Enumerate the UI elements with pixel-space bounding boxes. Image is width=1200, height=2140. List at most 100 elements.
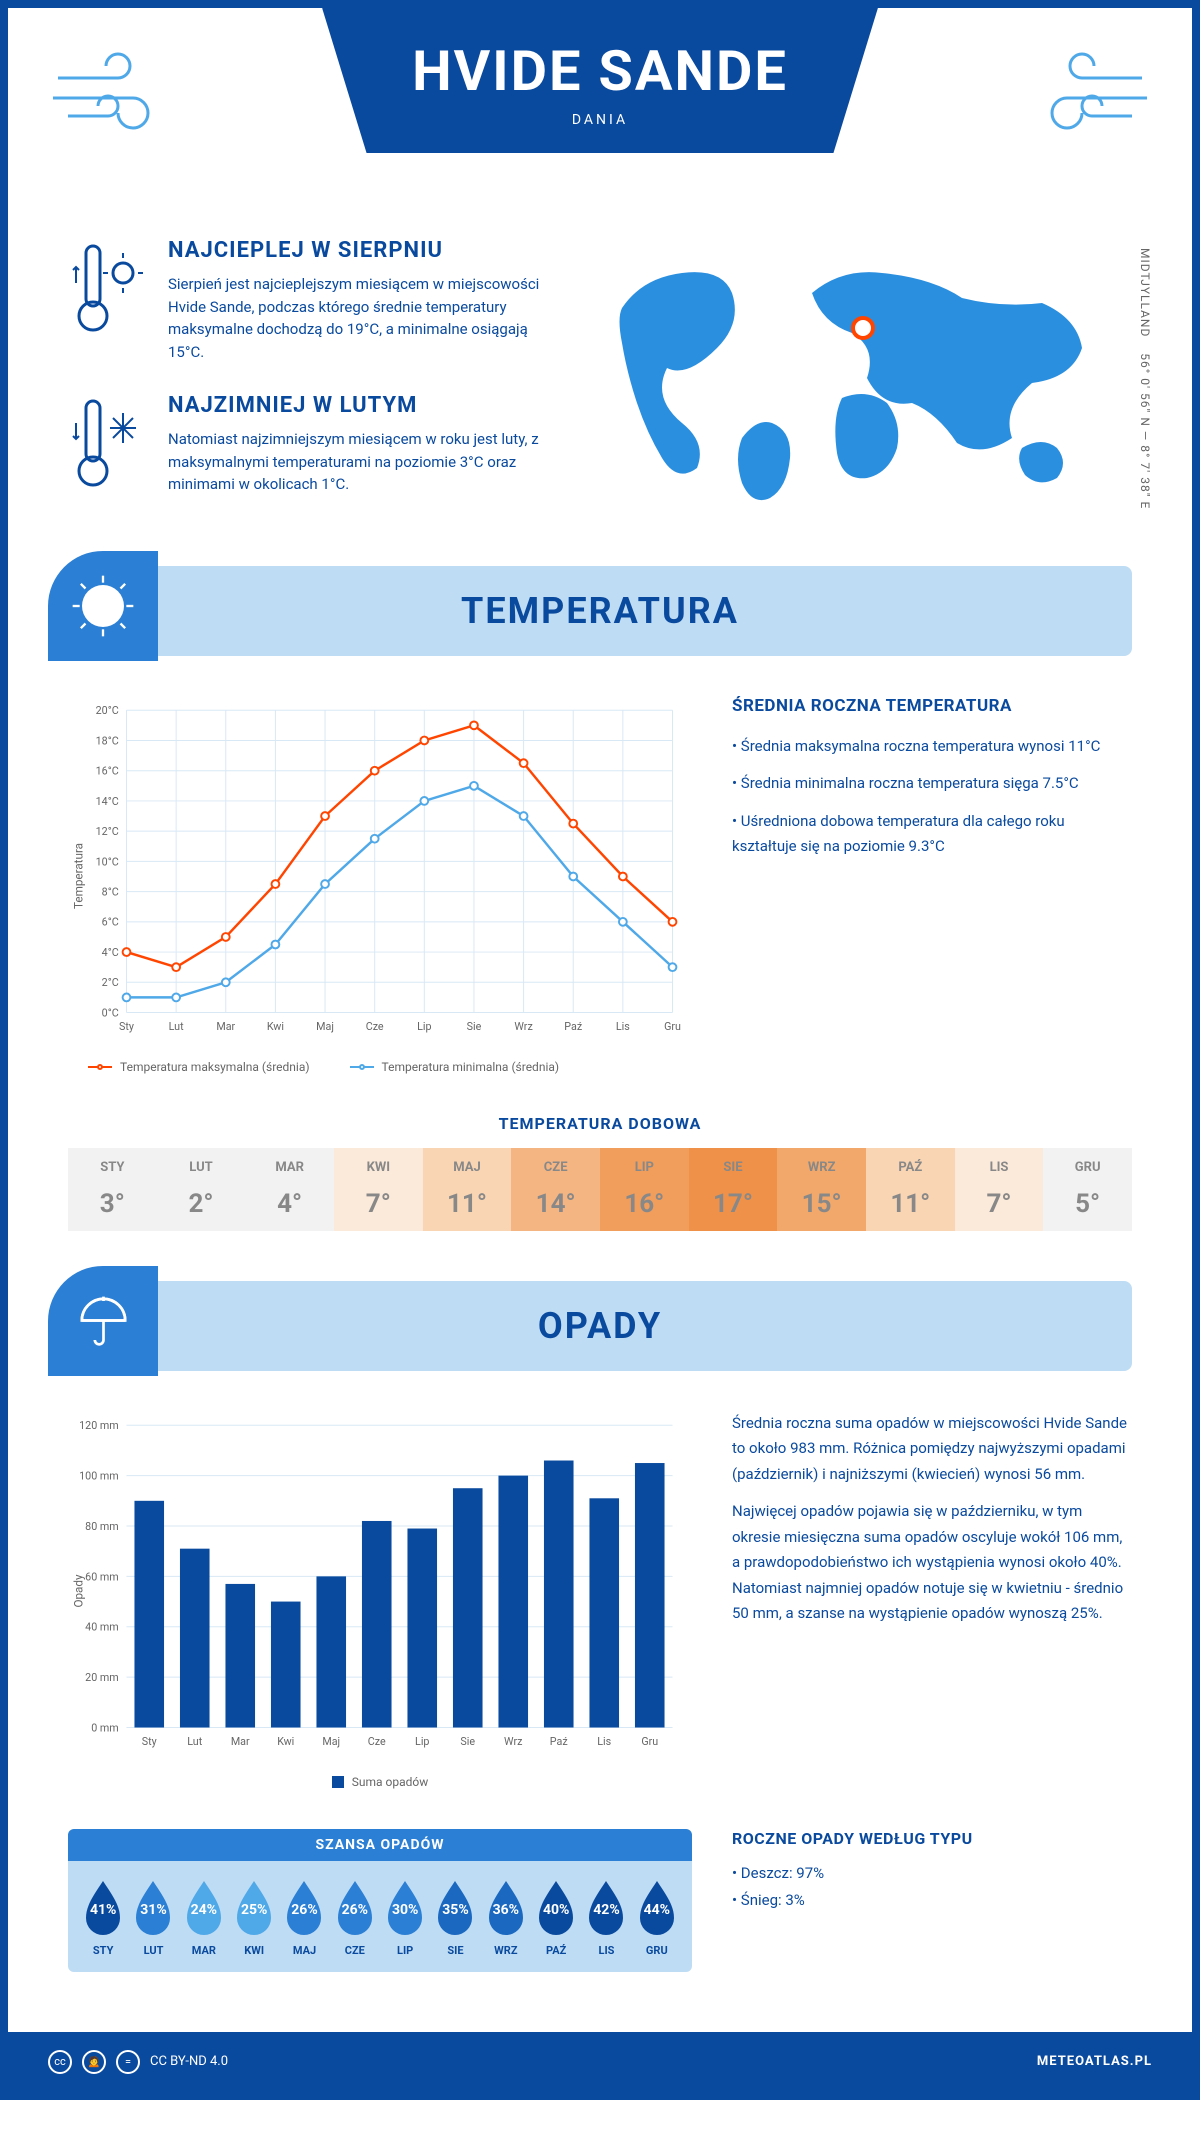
section-header-temp: TEMPERATURA bbox=[68, 566, 1132, 656]
city-title: HVIDE SANDE bbox=[412, 38, 788, 104]
svg-text:4°C: 4°C bbox=[102, 945, 119, 958]
daily-temp-cell: CZE14° bbox=[511, 1148, 600, 1231]
temp-legend: Temperatura maksymalna (średnia)Temperat… bbox=[68, 1060, 692, 1074]
svg-text:Cze: Cze bbox=[368, 1735, 386, 1748]
temp-chart: 0°C2°C4°C6°C8°C10°C12°C14°C16°C18°C20°CS… bbox=[68, 696, 692, 1074]
daily-temp: TEMPERATURA DOBOWA STY3°LUT2°MAR4°KWI7°M… bbox=[8, 1114, 1192, 1281]
svg-text:120 mm: 120 mm bbox=[79, 1419, 119, 1432]
svg-text:16°C: 16°C bbox=[96, 764, 119, 777]
svg-text:60 mm: 60 mm bbox=[85, 1570, 119, 1583]
daily-temp-cell: LIS7° bbox=[955, 1148, 1044, 1231]
temp-chart-area: 0°C2°C4°C6°C8°C10°C12°C14°C16°C18°C20°CS… bbox=[8, 656, 1192, 1114]
daily-temp-cell: WRZ15° bbox=[777, 1148, 866, 1231]
precip-side: Średnia roczna suma opadów w miejscowośc… bbox=[732, 1411, 1132, 1789]
snow-pct: • Śnieg: 3% bbox=[732, 1887, 1132, 1914]
umbrella-icon bbox=[48, 1266, 158, 1376]
intro-section: NAJCIEPLEJ W SIERPNIU Sierpień jest najc… bbox=[8, 218, 1192, 566]
footer: cc 🙍 = CC BY-ND 4.0 METEOATLAS.PL bbox=[8, 2032, 1192, 2092]
svg-text:Wrz: Wrz bbox=[504, 1735, 522, 1748]
daily-temp-grid: STY3°LUT2°MAR4°KWI7°MAJ11°CZE14°LIP16°SI… bbox=[68, 1148, 1132, 1231]
temp-bullet: Uśredniona dobowa temperatura dla całego… bbox=[732, 809, 1132, 860]
chance-cell: 26%MAJ bbox=[279, 1876, 329, 1957]
svg-text:8°C: 8°C bbox=[102, 885, 119, 898]
temp-bullet: Średnia minimalna roczna temperatura się… bbox=[732, 771, 1132, 797]
svg-text:Wrz: Wrz bbox=[514, 1020, 532, 1033]
chance-box: SZANSA OPADÓW 41%STY31%LUT24%MAR25%KWI26… bbox=[68, 1829, 692, 1972]
chance-cell: 42%LIS bbox=[581, 1876, 631, 1957]
temp-bullet: Średnia maksymalna roczna temperatura wy… bbox=[732, 734, 1132, 760]
chance-cell: 36%WRZ bbox=[481, 1876, 531, 1957]
chance-cell: 24%MAR bbox=[179, 1876, 229, 1957]
precip-legend: Suma opadów bbox=[68, 1775, 692, 1789]
cc-icon: cc bbox=[48, 2050, 72, 2074]
title-banner: HVIDE SANDE DANIA bbox=[322, 8, 878, 153]
precip-chart-area: 0 mm20 mm40 mm60 mm80 mm100 mm120 mmStyL… bbox=[8, 1371, 1192, 1829]
daily-temp-cell: PAŹ11° bbox=[866, 1148, 955, 1231]
svg-text:Maj: Maj bbox=[322, 1735, 340, 1748]
warmest-block: NAJCIEPLEJ W SIERPNIU Sierpień jest najc… bbox=[68, 238, 552, 363]
svg-text:Mar: Mar bbox=[216, 1020, 235, 1033]
svg-text:20°C: 20°C bbox=[96, 704, 119, 717]
svg-text:Gru: Gru bbox=[641, 1735, 658, 1748]
svg-text:Paź: Paź bbox=[564, 1020, 582, 1033]
chance-cell: 44%GRU bbox=[632, 1876, 682, 1957]
daily-temp-cell: MAR4° bbox=[245, 1148, 334, 1231]
page-root: HVIDE SANDE DANIA NAJCIEPLEJ W SIERPNIU … bbox=[0, 0, 1200, 2100]
svg-text:Mar: Mar bbox=[231, 1735, 250, 1748]
svg-text:Lut: Lut bbox=[187, 1735, 202, 1748]
temp-side-title: ŚREDNIA ROCZNA TEMPERATURA bbox=[732, 696, 1132, 716]
section-header-precip: OPADY bbox=[68, 1281, 1132, 1371]
svg-text:10°C: 10°C bbox=[96, 855, 119, 868]
coldest-title: NAJZIMNIEJ W LUTYM bbox=[168, 393, 552, 418]
nd-icon: = bbox=[116, 2050, 140, 2074]
wind-icon bbox=[1012, 38, 1152, 138]
section-title: TEMPERATURA bbox=[461, 590, 739, 632]
by-icon: 🙍 bbox=[82, 2050, 106, 2074]
svg-text:Lis: Lis bbox=[616, 1020, 630, 1033]
section-title: OPADY bbox=[538, 1305, 662, 1347]
precip-para-2: Najwięcej opadów pojawia się w październ… bbox=[732, 1499, 1132, 1627]
svg-text:Lip: Lip bbox=[417, 1020, 431, 1033]
coordinates: MIDTJYLLAND 56° 0' 56" N — 8° 7' 38" E bbox=[1138, 248, 1152, 509]
svg-text:Paź: Paź bbox=[550, 1735, 568, 1748]
svg-text:Lis: Lis bbox=[597, 1735, 611, 1748]
wind-icon bbox=[48, 38, 188, 138]
svg-text:20 mm: 20 mm bbox=[85, 1671, 119, 1684]
world-map bbox=[592, 238, 1132, 518]
footer-site: METEOATLAS.PL bbox=[1037, 2054, 1152, 2069]
svg-text:6°C: 6°C bbox=[102, 915, 119, 928]
sun-icon bbox=[48, 551, 158, 661]
svg-text:Sty: Sty bbox=[119, 1020, 134, 1033]
svg-text:Gru: Gru bbox=[664, 1020, 681, 1033]
daily-temp-cell: SIE17° bbox=[689, 1148, 778, 1231]
footer-license: cc 🙍 = CC BY-ND 4.0 bbox=[48, 2050, 228, 2074]
daily-temp-cell: STY3° bbox=[68, 1148, 157, 1231]
precip-types: ROCZNE OPADY WEDŁUG TYPU • Deszcz: 97% •… bbox=[732, 1829, 1132, 1914]
daily-temp-cell: GRU5° bbox=[1043, 1148, 1132, 1231]
daily-temp-cell: LIP16° bbox=[600, 1148, 689, 1231]
chance-cell: 31%LUT bbox=[128, 1876, 178, 1957]
country-label: DANIA bbox=[412, 112, 788, 128]
thermometer-hot-icon bbox=[68, 238, 148, 338]
chance-cell: 26%CZE bbox=[330, 1876, 380, 1957]
daily-temp-cell: LUT2° bbox=[157, 1148, 246, 1231]
chance-title: SZANSA OPADÓW bbox=[68, 1829, 692, 1861]
svg-text:Sie: Sie bbox=[467, 1020, 482, 1033]
svg-text:40 mm: 40 mm bbox=[85, 1620, 119, 1633]
svg-text:Opady: Opady bbox=[72, 1573, 86, 1607]
svg-text:0°C: 0°C bbox=[102, 1006, 119, 1019]
chance-cell: 25%KWI bbox=[229, 1876, 279, 1957]
intro-left: NAJCIEPLEJ W SIERPNIU Sierpień jest najc… bbox=[68, 238, 552, 526]
daily-temp-cell: MAJ11° bbox=[423, 1148, 512, 1231]
svg-text:2°C: 2°C bbox=[102, 976, 119, 989]
rain-pct: • Deszcz: 97% bbox=[732, 1860, 1132, 1887]
warmest-desc: Sierpień jest najcieplejszym miesiącem w… bbox=[168, 273, 552, 363]
map-area: MIDTJYLLAND 56° 0' 56" N — 8° 7' 38" E bbox=[592, 238, 1132, 526]
svg-text:Lip: Lip bbox=[415, 1735, 429, 1748]
precip-chart: 0 mm20 mm40 mm60 mm80 mm100 mm120 mmStyL… bbox=[68, 1411, 692, 1789]
precip-types-title: ROCZNE OPADY WEDŁUG TYPU bbox=[732, 1829, 1132, 1848]
svg-text:Kwi: Kwi bbox=[277, 1735, 294, 1748]
daily-temp-cell: KWI7° bbox=[334, 1148, 423, 1231]
coldest-block: NAJZIMNIEJ W LUTYM Natomiast najzimniejs… bbox=[68, 393, 552, 496]
chance-grid: 41%STY31%LUT24%MAR25%KWI26%MAJ26%CZE30%L… bbox=[68, 1861, 692, 1972]
